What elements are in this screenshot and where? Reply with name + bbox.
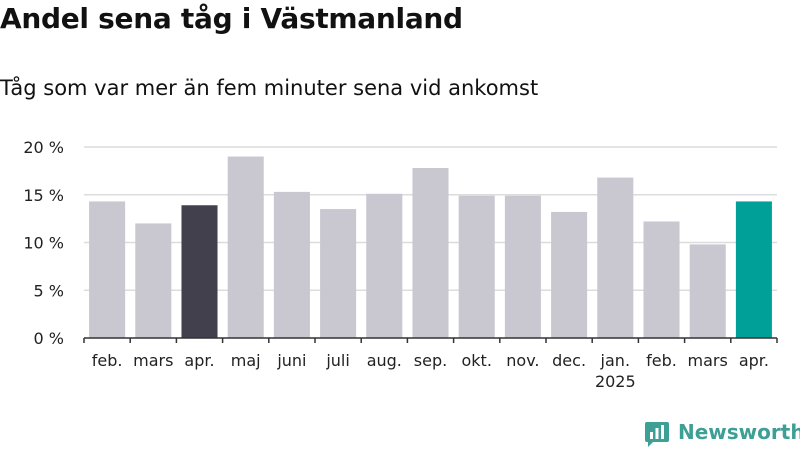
bar	[366, 193, 403, 338]
bar-chart-speech-bubble-icon	[645, 422, 669, 447]
chart-title: Andel sena tåg i Västmanland	[0, 2, 463, 35]
x-tick-label: aug.	[367, 351, 402, 370]
y-tick-label: 0 %	[34, 329, 64, 348]
chart-subtitle: Tåg som var mer än fem minuter sena vid …	[0, 76, 539, 100]
x-tick-label: juli	[325, 351, 349, 370]
bar	[735, 201, 772, 338]
brand-logo: Newsworthy	[644, 420, 800, 448]
x-tick-sublabel: 2025	[595, 372, 636, 391]
x-tick-label: nov.	[506, 351, 539, 370]
x-tick-label: sep.	[414, 351, 447, 370]
x-tick-label: apr.	[739, 351, 769, 370]
bar	[89, 201, 126, 338]
bar	[551, 211, 588, 338]
bar	[689, 244, 726, 338]
bar	[135, 223, 172, 338]
bar	[320, 209, 357, 338]
bar	[458, 195, 495, 338]
bar	[643, 221, 680, 338]
x-tick-label: maj	[231, 351, 261, 370]
x-tick-label: mars	[688, 351, 728, 370]
x-tick-label: feb.	[92, 351, 123, 370]
x-tick-label: jan.	[600, 351, 630, 370]
bar	[273, 191, 310, 338]
x-tick-label: mars	[133, 351, 173, 370]
bar	[504, 195, 541, 338]
x-tick-label: okt.	[461, 351, 491, 370]
bar	[181, 205, 218, 338]
x-tick-label: dec.	[552, 351, 586, 370]
y-tick-label: 10 %	[23, 234, 64, 253]
bar	[227, 156, 264, 338]
brand-name: Newsworthy	[678, 420, 800, 444]
x-tick-label: juni	[276, 351, 306, 370]
x-tick-label: apr.	[184, 351, 214, 370]
bar	[597, 177, 634, 338]
y-tick-label: 15 %	[23, 186, 64, 205]
bar	[412, 168, 449, 338]
y-tick-label: 5 %	[34, 281, 64, 300]
x-tick-label: feb.	[646, 351, 677, 370]
y-tick-label: 20 %	[23, 138, 64, 157]
